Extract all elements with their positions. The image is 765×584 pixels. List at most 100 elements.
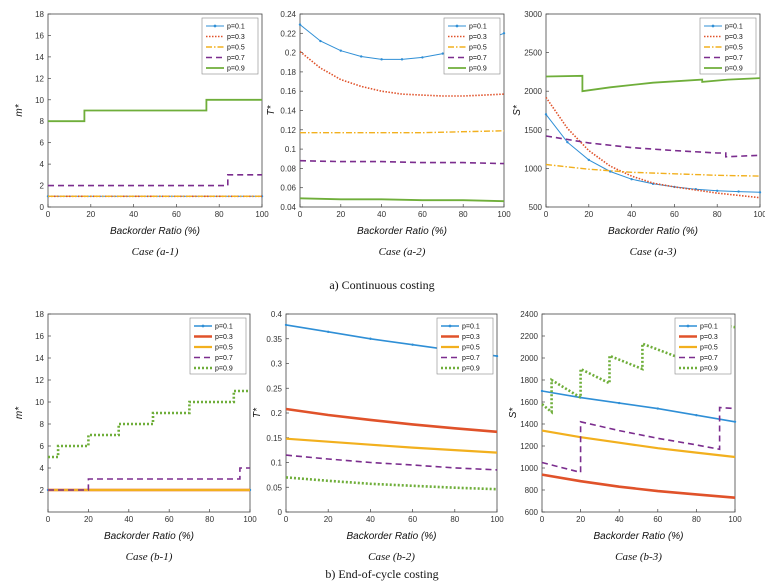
y-tick-label: 2 [40,486,45,495]
y-tick-label: 2400 [520,310,538,319]
series-point [298,23,302,26]
series-point [733,420,737,423]
y-tick-label: 1400 [520,420,538,429]
legend-label: p=0.5 [725,45,743,52]
x-tick-label: 100 [753,210,765,219]
series-line-p-09 [48,389,250,459]
y-tick-label: 18 [35,10,44,19]
series-line-p-03 [541,473,736,499]
y-tick-label: 12 [35,74,44,83]
series-line-p-03 [545,96,761,199]
panel-caption: Case (a-1) [132,246,179,258]
series-point [411,343,414,346]
legend-marker [711,24,715,28]
legend-marker [201,324,205,328]
legend-label: p=0.7 [469,55,487,62]
x-tick-label: 20 [576,515,585,524]
group-caption-a: a) Continuous costing [329,278,434,292]
legend-label: p=0.5 [469,45,487,52]
chart-a2: 0 20 40 60 80 100 0.04 0.06 0.08 0.1 0.12 0.14 0.16 0… [266,10,511,258]
series-line-p-05 [300,130,505,134]
legend-marker [213,24,217,28]
y-axis-label: T* [252,407,263,418]
legend-label: p=0.3 [725,34,743,41]
y-tick-label: 0 [40,203,45,212]
y-tick-label: 0.22 [280,29,296,38]
series-line-p-05 [285,437,498,454]
y-tick-label: 4 [40,464,45,473]
x-tick-label: 80 [713,210,722,219]
x-tick-label: 40 [377,210,386,219]
legend-label: p=0.3 [462,334,480,341]
legend-marker [455,24,459,28]
y-axis-label: m* [14,103,25,116]
y-tick-label: 10 [35,96,44,105]
x-axis-label: Backorder Ratio (%) [346,531,436,542]
series-point [502,32,506,35]
series-line-p-07 [285,454,498,471]
x-tick-label: 40 [627,210,636,219]
y-tick-label: 0.18 [280,68,296,77]
x-tick-label: 100 [255,210,269,219]
y-tick-label: 0 [278,508,283,517]
y-axis-label: S* [508,407,519,419]
y-tick-label: 1600 [520,398,538,407]
chart-b1: 0 20 40 60 80 100 2 4 6 8 10 12 14 16 18 Backorder Rati… [14,310,257,563]
legend-label: p=0.3 [469,34,487,41]
legend-label: p=0.1 [469,24,487,31]
series-line-p-07 [545,135,761,158]
x-tick-label: 40 [124,515,133,524]
series-point [630,178,633,181]
y-tick-label: 0.35 [266,335,282,344]
series-point [656,407,659,410]
x-tick-label: 100 [490,515,504,524]
legend-label: p=0.9 [700,366,718,373]
series-line-p-09 [545,74,761,93]
series-point [369,337,372,340]
x-axis-label: Backorder Ratio (%) [608,226,698,237]
series-line-p-07 [48,467,250,491]
y-tick-label: 0.24 [280,10,296,19]
y-axis-label: T* [266,104,277,115]
x-tick-label: 80 [459,210,468,219]
series-point [441,52,444,55]
series-point [716,189,719,192]
panel-caption: Case (a-3) [630,246,677,258]
x-tick-label: 20 [86,210,95,219]
legend-label: p=0.7 [700,355,718,362]
y-axis-label: S* [512,104,523,116]
series-line-p-09 [285,476,498,491]
y-tick-label: 8 [40,420,45,429]
x-tick-label: 40 [129,210,138,219]
y-tick-label: 0.12 [280,126,296,135]
series-line-p-09 [299,197,505,203]
series-point [284,323,288,327]
y-tick-label: 1000 [520,464,538,473]
x-tick-label: 60 [670,210,679,219]
legend-label: p=0.7 [725,55,743,62]
y-tick-label: 0.05 [266,483,282,492]
x-tick-label: 0 [544,210,549,219]
y-tick-label: 1500 [524,126,542,135]
y-tick-label: 0.1 [271,459,283,468]
series-line-p-05 [541,429,736,459]
y-tick-label: 2000 [520,354,538,363]
series-point [327,330,330,334]
legend-label: p=0.7 [462,355,480,362]
chart-a3: 0 20 40 60 80 100 500 1000 1500 2000 2500 3000 Backo… [512,10,765,258]
y-tick-label: 2500 [524,49,542,58]
legend-label: p=0.5 [215,345,233,352]
x-axis-label: Backorder Ratio (%) [357,226,447,237]
y-tick-label: 0.2 [285,49,297,58]
x-tick-label: 80 [450,515,459,524]
legend-label: p=0.1 [227,24,245,31]
x-tick-label: 40 [615,515,624,524]
y-tick-label: 16 [35,332,44,341]
series-point [618,401,621,405]
legend-label: p=0.9 [227,66,245,73]
series-point [339,49,342,52]
y-tick-label: 0.4 [271,310,283,319]
panel-caption: Case (a-2) [379,246,426,258]
y-tick-label: 500 [529,203,543,212]
y-tick-label: 0.06 [280,184,296,193]
